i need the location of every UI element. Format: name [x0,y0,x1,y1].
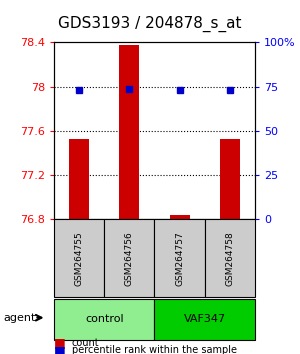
Bar [119,45,140,219]
Text: GDS3193 / 204878_s_at: GDS3193 / 204878_s_at [58,16,242,32]
Text: GSM264758: GSM264758 [225,231,234,286]
Text: control: control [85,314,124,325]
Bar [69,139,89,219]
Text: GSM264757: GSM264757 [175,231,184,286]
Text: percentile rank within the sample: percentile rank within the sample [72,346,237,354]
Bar [220,139,240,219]
Bar [169,215,190,219]
Text: count: count [72,338,100,348]
Text: VAF347: VAF347 [184,314,226,325]
Text: GSM264756: GSM264756 [125,231,134,286]
Text: ■: ■ [54,344,66,354]
Text: agent: agent [3,313,35,323]
Text: ■: ■ [54,336,66,349]
Text: GSM264755: GSM264755 [75,231,84,286]
